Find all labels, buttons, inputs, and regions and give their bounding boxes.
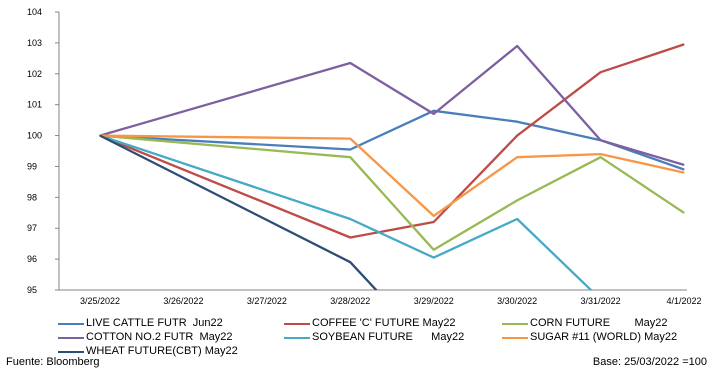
legend-swatch — [284, 322, 310, 325]
data-point — [99, 135, 101, 137]
data-point — [516, 45, 518, 47]
legend-label: CORN FUTURE May22 — [530, 317, 668, 329]
y-tick-label: 95 — [27, 285, 37, 295]
data-point — [516, 121, 518, 123]
x-tick-label: 3/29/2022 — [414, 296, 454, 306]
data-point — [349, 218, 351, 220]
data-point — [433, 110, 435, 112]
data-point — [600, 153, 602, 155]
axes — [55, 11, 687, 291]
x-tick-label: 3/31/2022 — [581, 296, 621, 306]
data-point — [433, 257, 435, 259]
legend-item: WHEAT FUTURE(CBT) May22 — [58, 346, 238, 357]
legend-label: COTTON NO.2 FUTR May22 — [86, 331, 233, 343]
legend-swatch — [58, 336, 84, 339]
line-chart: 95 96 97 98 99 100 101 102 103 104 3/25/2022 3/26/2… — [27, 7, 702, 306]
data-point — [349, 156, 351, 158]
tick-layer: 95 96 97 98 99 100 101 102 103 104 3/25/2022 3/26/2… — [27, 7, 702, 306]
data-point — [349, 138, 351, 140]
legend-swatch — [502, 322, 528, 325]
y-tick-label: 100 — [27, 131, 42, 141]
legend-label: LIVE CATTLE FUTR Jun22 — [86, 317, 223, 329]
series-line — [99, 134, 685, 218]
series-line — [99, 134, 685, 251]
x-tick-label: 3/25/2022 — [80, 296, 120, 306]
legend-swatch — [284, 336, 310, 339]
legend-label: SUGAR #11 (WORLD) May22 — [530, 331, 678, 343]
x-tick-label: 4/1/2022 — [666, 296, 701, 306]
base-note: Base: 25/03/2022 =100 — [592, 356, 707, 368]
data-point — [683, 168, 685, 171]
data-point — [683, 164, 685, 166]
data-point — [349, 236, 351, 239]
legend-swatch — [502, 336, 528, 339]
series-line — [99, 134, 378, 290]
legend-item: SUGAR #11 (WORLD) May22 — [502, 332, 677, 343]
legend-label: SOYBEAN FUTURE May22 — [312, 331, 465, 343]
series-line — [99, 44, 685, 167]
data-point — [516, 135, 518, 137]
data-point — [516, 218, 518, 220]
legend-swatch — [58, 322, 84, 325]
series-line — [99, 43, 685, 239]
data-point — [349, 261, 351, 263]
y-tick-label: 103 — [27, 38, 42, 48]
data-point — [516, 156, 518, 158]
data-point — [433, 113, 435, 115]
series-live-cattle-futr-jun22 — [99, 109, 685, 171]
series-layer — [99, 43, 685, 290]
data-point — [600, 71, 602, 73]
y-tick-label: 99 — [27, 161, 37, 171]
series-line — [99, 134, 593, 290]
legend-item: COFFEE 'C' FUTURE May22 — [284, 318, 456, 329]
x-tick-label: 3/28/2022 — [330, 296, 370, 306]
legend-swatch — [58, 350, 84, 353]
y-tick-label: 97 — [27, 223, 37, 233]
y-tick-label: 101 — [27, 100, 42, 110]
legend-label: COFFEE 'C' FUTURE May22 — [312, 317, 456, 329]
legend-item: LIVE CATTLE FUTR Jun22 — [58, 318, 223, 329]
data-point — [433, 221, 435, 223]
data-point — [349, 148, 351, 151]
legend-item: SOYBEAN FUTURE May22 — [284, 332, 464, 343]
legend-item: CORN FUTURE May22 — [502, 318, 668, 329]
data-point — [600, 139, 602, 141]
y-tick-label: 96 — [27, 254, 37, 264]
data-point — [433, 215, 435, 217]
data-point — [433, 249, 435, 251]
series-cotton-no-2-futr-may22 — [99, 44, 685, 167]
data-point — [683, 172, 685, 174]
y-tick-label: 98 — [27, 192, 37, 202]
series-soybean-future-may22 — [99, 134, 593, 290]
data-point — [600, 156, 602, 158]
x-tick-label: 3/30/2022 — [497, 296, 537, 306]
y-tick-label: 102 — [27, 69, 42, 79]
series-wheat-future-cbt-may22 — [99, 134, 378, 290]
data-point — [349, 62, 351, 64]
legend-item: COTTON NO.2 FUTR May22 — [58, 332, 232, 343]
legend-label: WHEAT FUTURE(CBT) May22 — [86, 345, 238, 357]
y-tick-label: 104 — [27, 7, 42, 17]
series-line — [99, 109, 685, 171]
data-point — [516, 199, 518, 201]
series-corn-future-may22 — [99, 134, 685, 251]
x-tick-label: 3/26/2022 — [163, 296, 203, 306]
x-tick-label: 3/27/2022 — [247, 296, 287, 306]
source-note: Fuente: Bloomberg — [6, 356, 100, 368]
data-point — [683, 212, 685, 214]
data-point — [683, 43, 685, 46]
